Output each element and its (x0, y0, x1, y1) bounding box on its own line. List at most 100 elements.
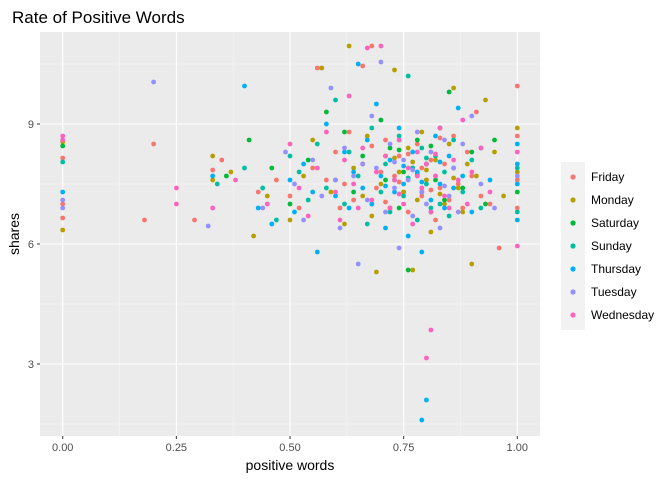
point-monday (483, 97, 488, 103)
legend-key-friday (570, 174, 576, 180)
point-tuesday (328, 85, 334, 91)
point-thursday (314, 249, 320, 255)
x-tick-label: 0.50 (279, 442, 300, 454)
point-thursday (410, 149, 416, 155)
point-wednesday (378, 43, 384, 49)
point-saturday (446, 89, 452, 95)
point-friday (514, 205, 520, 211)
point-saturday (433, 177, 438, 183)
point-friday (296, 205, 302, 211)
point-sunday (287, 153, 293, 159)
point-thursday (428, 197, 434, 203)
legend-key-wednesday (570, 312, 576, 318)
point-tuesday (351, 173, 356, 179)
point-thursday (210, 173, 216, 179)
point-tuesday (60, 205, 66, 211)
point-monday (378, 181, 384, 187)
point-wednesday (442, 193, 447, 199)
point-monday (424, 167, 429, 173)
point-tuesday (492, 205, 497, 211)
point-saturday (378, 117, 384, 123)
point-saturday (287, 201, 293, 207)
point-sunday (401, 193, 406, 199)
point-friday (337, 205, 343, 211)
point-wednesday (487, 189, 493, 195)
point-wednesday (469, 169, 475, 175)
point-monday (514, 169, 520, 175)
point-friday (151, 141, 157, 147)
point-saturday (351, 189, 356, 195)
point-wednesday (287, 141, 293, 147)
point-friday (392, 173, 397, 179)
point-sunday (405, 73, 411, 79)
point-tuesday (292, 181, 297, 187)
point-tuesday (378, 59, 384, 65)
point-monday (424, 177, 429, 183)
point-thursday (60, 189, 66, 195)
point-monday (433, 157, 438, 163)
point-monday (392, 155, 397, 161)
point-tuesday (319, 193, 325, 199)
point-wednesday (210, 205, 216, 211)
point-sunday (333, 97, 338, 103)
point-monday (301, 173, 306, 179)
point-wednesday (324, 129, 329, 135)
point-saturday (460, 185, 466, 191)
point-friday (428, 157, 434, 163)
point-monday (310, 137, 316, 143)
point-sunday (324, 185, 329, 191)
point-saturday (442, 197, 447, 203)
point-saturday (269, 165, 275, 171)
point-friday (419, 165, 425, 171)
point-wednesday (433, 173, 438, 179)
point-friday (60, 155, 66, 161)
point-wednesday (433, 151, 438, 157)
point-thursday (396, 125, 402, 131)
point-friday (464, 149, 470, 155)
point-thursday (437, 181, 443, 187)
point-tuesday (419, 189, 425, 195)
point-monday (419, 129, 425, 135)
point-saturday (492, 137, 497, 143)
point-monday (228, 169, 234, 175)
point-sunday (437, 201, 443, 207)
point-saturday (469, 149, 475, 155)
point-tuesday (455, 209, 461, 215)
point-saturday (483, 201, 488, 207)
point-thursday (437, 159, 443, 165)
point-wednesday (314, 165, 320, 171)
chart-title: Rate of Positive Words (12, 8, 185, 27)
point-sunday (442, 169, 447, 175)
legend-key-thursday (570, 266, 576, 272)
point-wednesday (464, 201, 470, 207)
point-friday (396, 153, 402, 159)
point-friday (342, 181, 347, 187)
point-tuesday (514, 173, 520, 179)
point-sunday (346, 149, 352, 155)
point-monday (342, 221, 347, 227)
y-tick-label: 3 (28, 359, 34, 371)
point-monday (469, 261, 475, 267)
point-wednesday (460, 117, 466, 123)
x-tick-label: 1.00 (507, 442, 528, 454)
legend-label-saturday: Saturday (591, 216, 639, 230)
point-friday (310, 165, 316, 171)
point-monday (210, 177, 216, 183)
point-thursday (269, 221, 275, 227)
point-sunday (314, 141, 320, 147)
point-thursday (442, 205, 447, 211)
point-tuesday (414, 129, 420, 135)
point-monday (396, 169, 402, 175)
data-points (60, 43, 520, 423)
point-monday (460, 209, 466, 215)
point-tuesday (424, 201, 429, 207)
point-saturday (383, 177, 388, 183)
point-friday (274, 177, 279, 183)
point-thursday (292, 209, 297, 215)
point-friday (451, 133, 456, 139)
point-thursday (351, 169, 356, 175)
point-sunday (451, 137, 456, 143)
point-thursday (419, 179, 425, 185)
point-wednesday (305, 213, 311, 219)
